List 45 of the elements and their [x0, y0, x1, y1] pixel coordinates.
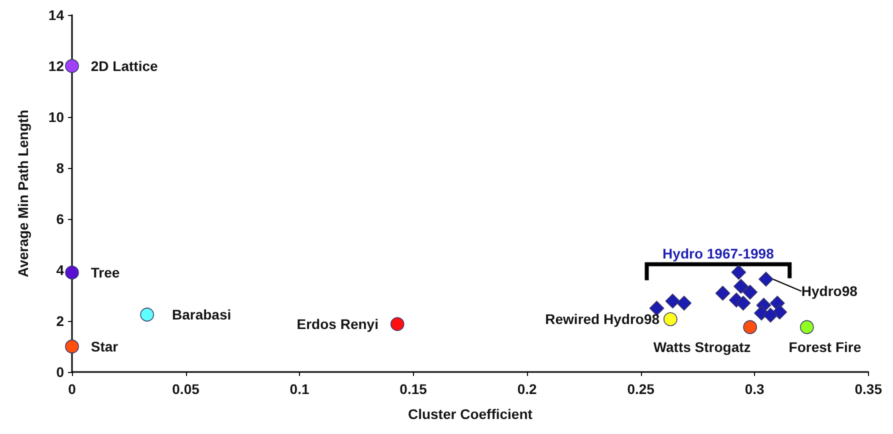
x-tick-label: 0.35	[854, 381, 882, 397]
point	[715, 286, 730, 301]
point	[734, 278, 748, 294]
text: Hydro98	[801, 283, 858, 300]
y-tick-label: 8	[56, 160, 64, 176]
point	[665, 294, 680, 309]
y-tick-label: 4	[56, 262, 64, 278]
y-tick-label: 2	[56, 313, 64, 329]
y-tick-label: 6	[56, 211, 64, 227]
series-label: Watts Strogatz	[653, 339, 751, 356]
x-tick-label: 0.15	[400, 381, 428, 397]
point	[736, 296, 751, 311]
point	[65, 266, 79, 280]
point	[664, 312, 678, 326]
point	[65, 340, 79, 354]
point	[743, 320, 757, 334]
series-label: Star	[90, 338, 119, 354]
y-axis-title: Average Min Path Length	[15, 110, 31, 278]
series-label: Hydro 1967-1998	[662, 245, 774, 262]
x-axis-title: Cluster Coefficient	[408, 406, 533, 422]
y-tick-label: 12	[48, 58, 64, 74]
series-label: Forest Fire	[788, 339, 862, 356]
x-tick-label: 0	[68, 381, 76, 397]
point	[676, 296, 692, 311]
series-label: Rewired Hydro98	[545, 311, 660, 328]
x-tick-label: 0.05	[172, 381, 200, 397]
point	[763, 308, 778, 323]
point	[800, 320, 814, 334]
x-tick-label: 0.1	[290, 381, 310, 397]
point	[390, 317, 404, 331]
x-tick-label: 0.2	[517, 381, 538, 397]
y-tick-label: 10	[48, 109, 64, 125]
x-tick-label: 0.25	[627, 381, 655, 397]
series-label: Erdos Renyi	[296, 316, 378, 332]
y-tick-label: 14	[48, 7, 64, 23]
point	[140, 308, 154, 322]
series-label: Barabasi	[172, 306, 232, 323]
point	[65, 59, 79, 73]
x-tick-label: 0.3	[744, 381, 765, 397]
point	[742, 284, 758, 300]
point	[731, 264, 746, 280]
y-tick-label: 0	[56, 364, 64, 380]
point	[758, 272, 774, 287]
series-label: Tree	[90, 264, 120, 281]
series-label: 2D Lattice	[90, 58, 158, 74]
